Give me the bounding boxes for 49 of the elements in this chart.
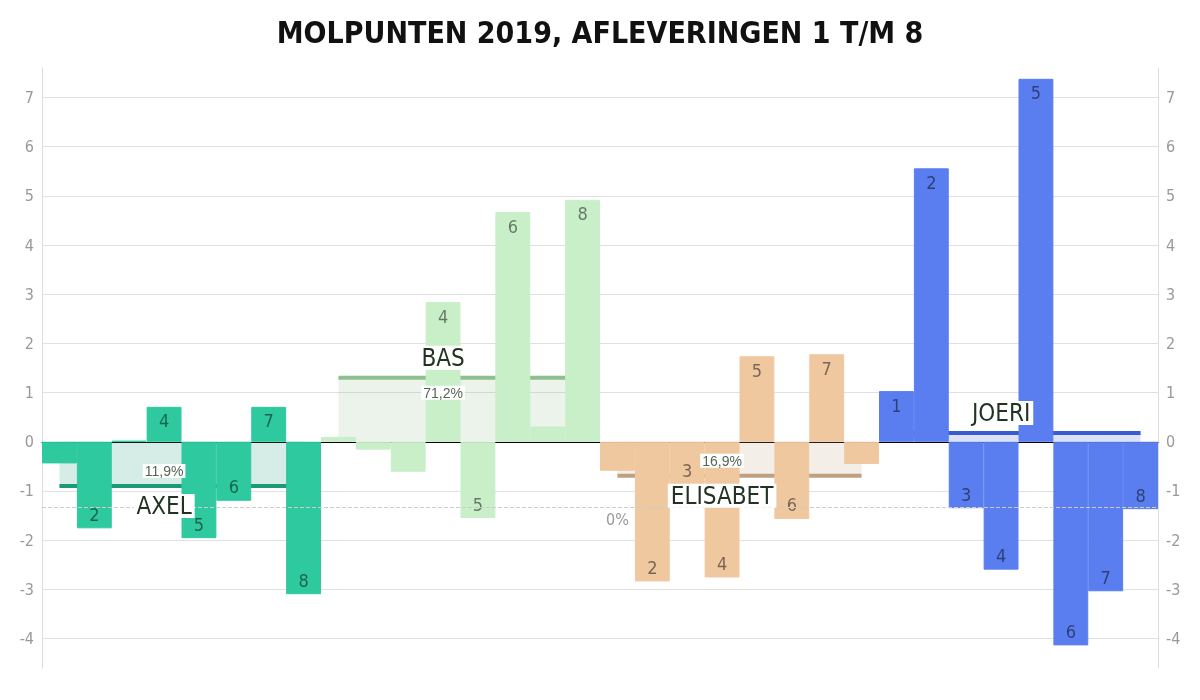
x-tick-label: 5 [472, 493, 484, 515]
annotation: 71,2% [423, 384, 463, 401]
y-tick-label: 7 [24, 88, 34, 108]
x-tick-label: 7 [1100, 566, 1111, 588]
x-tick-label: 3 [961, 483, 972, 505]
y2-tick-label: 4 [1166, 235, 1176, 255]
chart-title: MOLPUNTEN 2019, AFLEVERINGEN 1 T/M 8 [276, 14, 924, 50]
series-label: JOERI [969, 398, 1031, 427]
y-tick-label: 4 [24, 235, 34, 255]
bar [286, 441, 321, 595]
y-tick-label: 5 [24, 186, 34, 206]
y2-tick-label: 6 [1166, 137, 1176, 157]
series-label: AXEL [136, 492, 192, 521]
x-tick-label: 6 [228, 476, 239, 498]
y-tick-label: 3 [24, 284, 34, 304]
bar [321, 436, 356, 442]
y2-tick-label: 0 [1166, 432, 1176, 452]
y2-tick-label: 2 [1166, 333, 1176, 353]
x-tick-label: 2 [647, 556, 658, 578]
x-tick-label: 2 [89, 503, 100, 525]
bar [809, 354, 845, 442]
x-tick-label: 4 [716, 553, 728, 575]
y2-tick-label: -2 [1166, 530, 1181, 550]
bar [251, 406, 287, 442]
y-tick-label: -1 [19, 481, 34, 501]
x-tick-label: 8 [577, 203, 588, 225]
x-tick-label: 4 [995, 545, 1007, 567]
y-tick-label: -3 [19, 579, 34, 599]
y-tick-label: 0 [24, 432, 34, 452]
x-tick-label: 8 [298, 569, 309, 591]
y2-tick-label: -4 [1166, 628, 1181, 648]
series-label: ELISABET [670, 481, 775, 510]
y2-tick-label: 5 [1166, 186, 1176, 206]
annotation: 16,9% [702, 452, 742, 469]
y2-tick-label: 1 [1166, 383, 1176, 403]
annotation: 11,9% [144, 463, 184, 480]
y2-tick-label: -1 [1166, 481, 1181, 501]
annotation: 0% [606, 509, 629, 529]
y-tick-label: 2 [24, 333, 34, 353]
series-label: BAS [421, 343, 465, 372]
y-tick-label: -4 [19, 628, 34, 648]
x-tick-label: 8 [1135, 484, 1146, 506]
y-tick-label: 1 [24, 383, 34, 403]
y2-tick-label: -3 [1166, 579, 1181, 599]
bar [844, 441, 879, 464]
y2-tick-label: 3 [1166, 284, 1176, 304]
y-tick-label: 6 [24, 137, 34, 157]
y-tick-label: -2 [19, 530, 34, 550]
y2-tick-label: 7 [1166, 88, 1176, 108]
